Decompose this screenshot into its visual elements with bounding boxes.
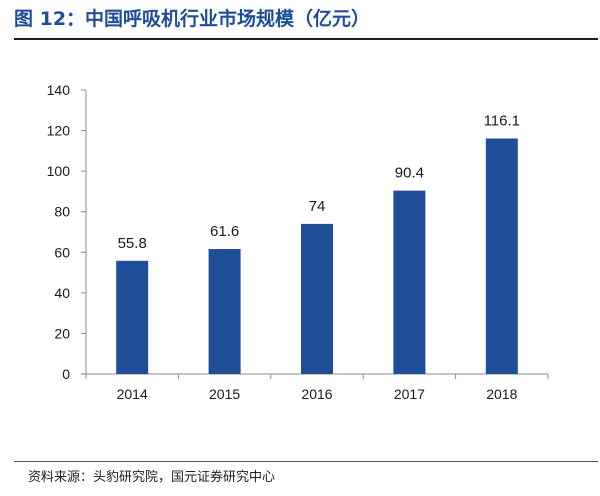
x-tick-label: 2014	[117, 386, 148, 402]
y-tick-label: 0	[62, 366, 70, 382]
data-label-2015: 61.6	[210, 223, 239, 240]
source-divider	[14, 461, 598, 462]
y-tick-label: 60	[54, 244, 70, 260]
figure-title: 图 12：中国呼吸机行业市场规模（亿元）	[14, 8, 371, 30]
bar-2014	[116, 260, 149, 374]
y-tick-label: 120	[47, 123, 71, 139]
data-labels: 55.8 61.6 74 90.4 116.1	[118, 112, 520, 251]
bar-2016	[301, 223, 333, 374]
x-tick-label: 2017	[394, 386, 425, 402]
y-tick-label: 100	[47, 163, 71, 179]
x-tick-label: 2016	[301, 386, 332, 402]
x-tick-label: 2015	[209, 386, 240, 402]
x-axis: 2014 2015 2016 2017 2018	[85, 373, 549, 402]
y-tick-label: 140	[47, 82, 71, 98]
y-axis: 0 20 40 60 80 100 120 140	[47, 82, 87, 382]
title-divider	[14, 38, 598, 40]
bar-series	[116, 138, 518, 374]
data-label-2018: 116.1	[484, 112, 520, 129]
y-tick-label: 20	[54, 325, 70, 341]
bar-2018	[485, 138, 518, 374]
source-note: 资料来源：头豹研究院，国元证券研究中心	[28, 470, 276, 485]
y-tick-label: 40	[54, 285, 70, 301]
bar-2017	[393, 190, 426, 374]
y-tick-label: 80	[54, 204, 70, 220]
data-label-2016: 74	[309, 198, 326, 215]
data-label-2017: 90.4	[395, 165, 424, 182]
bar-2015	[208, 249, 241, 374]
x-tick-label: 2018	[486, 386, 517, 402]
data-label-2014: 55.8	[118, 235, 147, 252]
